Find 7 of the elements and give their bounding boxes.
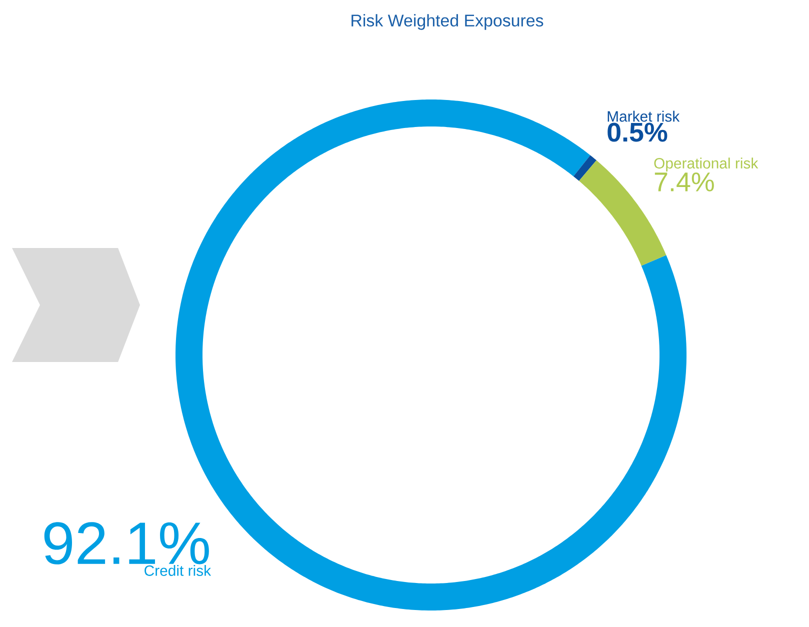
data-label: 7.4% bbox=[654, 172, 714, 192]
slice-label: Operational risk bbox=[654, 158, 758, 172]
slice-label: Market risk bbox=[608, 110, 680, 122]
chart-title: Risk Weighted Exposures bbox=[352, 14, 544, 30]
data-label: 0.5% bbox=[608, 122, 668, 142]
data-label: 92.1% bbox=[44, 522, 209, 564]
slice-label: Credit risk bbox=[144, 564, 212, 576]
